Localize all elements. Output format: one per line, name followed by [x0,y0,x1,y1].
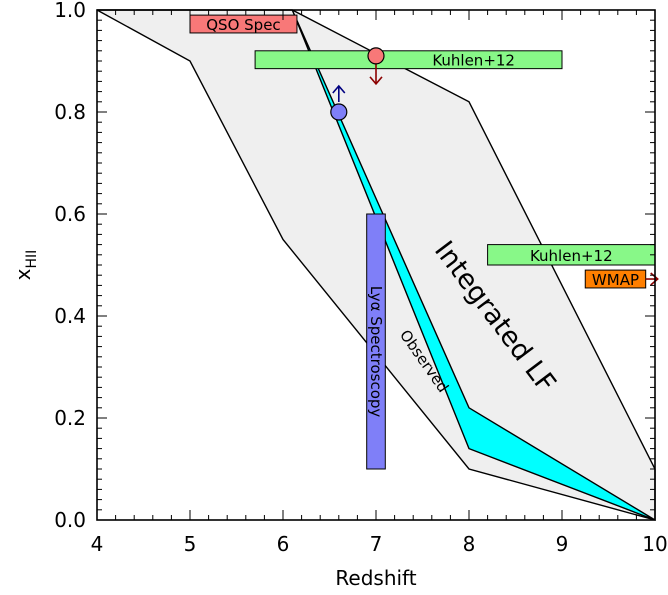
constraint-vbox-4 [366,213,386,470]
constraint-vlabel-4: Lyα Spectroscopy [367,286,385,418]
axis-ticks [96,9,656,521]
x-tick-label: 5 [184,532,197,556]
y-axis-label-main: x [11,268,35,280]
constraint-label-3: WMAP [592,271,639,289]
chart-constraints: QSO Spec Kuhlen+12 Kuhlen+12 WMAP Lyα Spectr… [189,14,659,470]
x-tick-label: 4 [91,532,104,556]
x-tick-label: 7 [370,532,383,556]
x-axis-label: Redshift [335,566,416,590]
limit-arrow-head-5 [332,84,346,94]
y-tick-label: 0.2 [54,406,86,430]
limit-point-5 [330,103,348,121]
constraint-label-1: Kuhlen+12 [432,52,515,70]
y-tick-label: 0.8 [54,100,86,124]
constraint-label-2: Kuhlen+12 [530,247,613,265]
x-tick-label: 6 [277,532,290,556]
y-axis-label-sub: HII [24,250,40,269]
constraint-label-0: QSO Spec [206,16,280,34]
y-tick-label: 0.4 [54,304,86,328]
constraint-box-1 [254,50,563,70]
x-tick-label: 8 [463,532,476,556]
y-axis-label: xHII [11,250,40,281]
y-tick-label: 0.0 [54,508,86,532]
constraint-box-0 [189,14,298,34]
y-tick-label: 1.0 [54,0,86,22]
x-tick-label: 10 [642,532,667,556]
y-tick-label: 0.6 [54,202,86,226]
limit-point-6 [367,47,385,65]
x-tick-label: 9 [556,532,569,556]
limit-arrow-head-6 [369,76,383,86]
axis-tick-labels: 4 5 6 7 8 9 10 0.0 0.2 0.4 0.6 0.8 1.0 [54,0,668,556]
